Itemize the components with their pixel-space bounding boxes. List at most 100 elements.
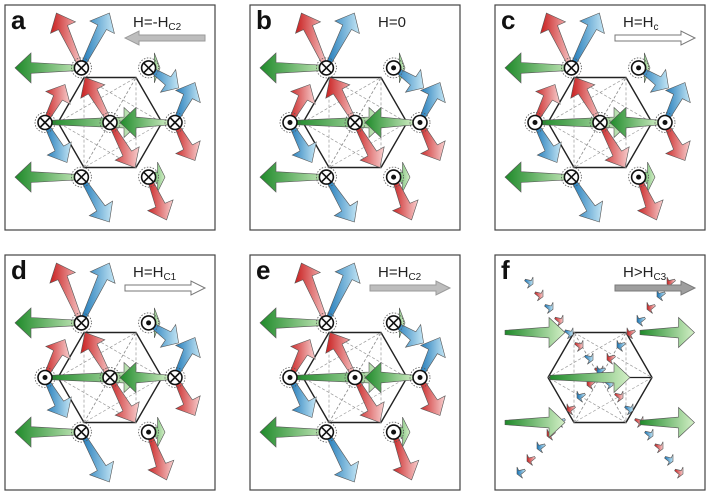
- spin-arrow: [79, 12, 115, 70]
- spin-arrow: [324, 12, 360, 70]
- spin-arrows: [14, 12, 201, 223]
- panel-a: a H=-HC2: [4, 4, 216, 231]
- spin-arrow: [674, 466, 684, 479]
- spin-arrow: [584, 352, 594, 365]
- spin-arrow: [540, 12, 574, 70]
- spin-arrow: [364, 106, 416, 139]
- field-label-main: H=H: [133, 264, 163, 281]
- panel-label: d: [11, 255, 27, 285]
- spin-arrow: [616, 340, 626, 352]
- field-label: H>HC3: [623, 264, 667, 283]
- cross-spin-icon: [344, 112, 366, 133]
- panel-c: c H=Hc: [494, 4, 706, 231]
- spin-arrow: [566, 403, 576, 416]
- spin-arrow: [534, 289, 544, 302]
- spin-arrow: [639, 406, 695, 439]
- dot-spin-icon: [344, 367, 366, 388]
- panel-f: f H>HC3: [494, 254, 706, 491]
- dot-spin-icon: [279, 112, 301, 133]
- cross-spin-icon: [71, 57, 92, 79]
- dot-spin-icon: [628, 57, 649, 79]
- dot-spin-icon: [628, 166, 649, 188]
- cross-spin-icon: [561, 166, 582, 188]
- field-direction-arrow-icon: [614, 280, 697, 296]
- cross-spin-icon: [71, 421, 92, 443]
- panel-d: d H=HC1: [4, 254, 216, 491]
- spin-arrows: [504, 276, 695, 479]
- spin-arrow: [646, 302, 656, 314]
- field-label-main: H=0: [378, 14, 406, 31]
- cross-spin-icon: [34, 112, 56, 133]
- spin-arrow: [524, 276, 534, 289]
- field-direction-arrow-icon: [614, 30, 697, 46]
- dot-spin-icon: [654, 112, 676, 133]
- spin-arrow: [536, 441, 546, 454]
- spin-arrow: [294, 262, 329, 325]
- spin-arrow: [644, 428, 654, 441]
- cross-spin-icon: [383, 312, 405, 334]
- spin-arrow: [516, 466, 526, 479]
- spin-arrow: [664, 454, 674, 466]
- cross-spin-icon: [99, 112, 121, 133]
- dot-spin-icon: [279, 367, 301, 388]
- spin-arrow: [50, 12, 84, 70]
- field-direction-arrow-icon: [369, 280, 452, 296]
- spin-arrow: [544, 302, 554, 314]
- field-label-sub: C2: [168, 22, 181, 33]
- dot-spin-icon: [524, 112, 546, 133]
- field-label: H=HC2: [378, 264, 422, 283]
- spin-arrow: [554, 314, 564, 327]
- cross-spin-icon: [138, 57, 160, 79]
- spin-arrows: [14, 262, 201, 483]
- spin-arrows: [259, 262, 446, 483]
- spin-arrow: [79, 262, 116, 325]
- spin-arrow: [504, 406, 566, 439]
- spin-arrow: [626, 327, 636, 340]
- dot-spin-icon: [383, 166, 405, 188]
- field-direction-arrow-icon: [123, 30, 206, 46]
- dot-spin-icon: [383, 57, 405, 79]
- spin-arrow: [614, 390, 624, 403]
- dot-spin-icon: [34, 367, 56, 388]
- panel-label: f: [501, 255, 510, 285]
- spin-arrow: [49, 262, 84, 325]
- field-label-sub: c: [653, 22, 658, 33]
- spin-arrow: [569, 12, 605, 70]
- spin-arrow: [549, 361, 631, 394]
- panel-b: b H=0: [249, 4, 461, 231]
- cross-spin-icon: [71, 312, 92, 334]
- field-label-main: H=H: [378, 264, 408, 281]
- spin-arrows: [259, 12, 446, 223]
- field-label: H=0: [378, 14, 406, 31]
- field-label-main: H=H: [623, 14, 653, 31]
- panel-label: e: [256, 255, 270, 285]
- spin-arrow: [574, 340, 584, 352]
- panel-label: a: [11, 5, 26, 35]
- spin-arrow: [364, 361, 416, 394]
- panel-e: e H=HC2: [249, 254, 461, 491]
- spin-arrow: [609, 106, 661, 139]
- cross-spin-icon: [315, 57, 337, 79]
- spin-arrow: [639, 316, 695, 349]
- spin-arrow: [624, 403, 634, 416]
- spin-arrow: [564, 327, 574, 340]
- cross-spin-icon: [315, 166, 337, 188]
- spin-arrow: [295, 12, 329, 70]
- field-direction-arrow-icon: [124, 280, 207, 296]
- field-label-main: H=-H: [133, 14, 168, 31]
- field-label: H=HC1: [133, 264, 177, 283]
- cross-spin-icon: [561, 57, 582, 79]
- cross-spin-icon: [315, 421, 337, 443]
- cross-spin-icon: [315, 312, 337, 334]
- spin-arrow: [526, 454, 536, 466]
- cross-spin-icon: [164, 367, 186, 388]
- dot-spin-icon: [409, 112, 431, 133]
- spin-arrow: [576, 390, 586, 403]
- dot-spin-icon: [409, 367, 431, 388]
- spin-arrow: [324, 262, 361, 325]
- cross-spin-icon: [99, 367, 121, 388]
- spin-arrow: [504, 316, 566, 349]
- cross-spin-icon: [138, 166, 160, 188]
- panel-label: c: [501, 5, 515, 35]
